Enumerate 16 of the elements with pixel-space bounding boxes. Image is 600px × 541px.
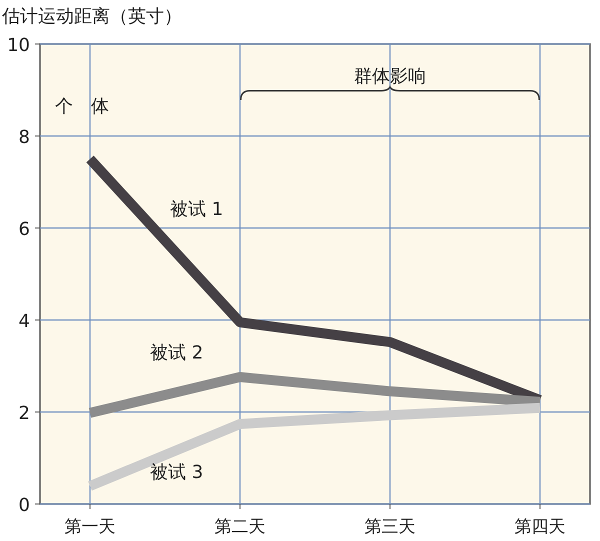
y-tick-label: 4 [18,311,30,332]
y-tick-label: 2 [18,403,30,424]
y-tick-label: 10 [7,35,30,56]
y-tick-label: 0 [18,495,30,516]
annotation: 个 体 [55,96,109,117]
y-tick-label: 8 [18,127,30,148]
series-label: 被试 2 [150,342,204,364]
ylabel: 估计运动距离（英寸） [2,6,182,27]
x-tick-label: 第四天 [514,517,566,537]
x-tick-label: 第二天 [214,517,266,537]
annotation: 群体影响 [354,66,426,87]
x-tick-label: 第三天 [364,517,416,537]
x-tick-label: 第一天 [64,517,116,537]
series-label: 被试 1 [170,199,224,220]
y-tick-label: 6 [18,219,30,240]
series-label: 被试 3 [150,462,204,484]
